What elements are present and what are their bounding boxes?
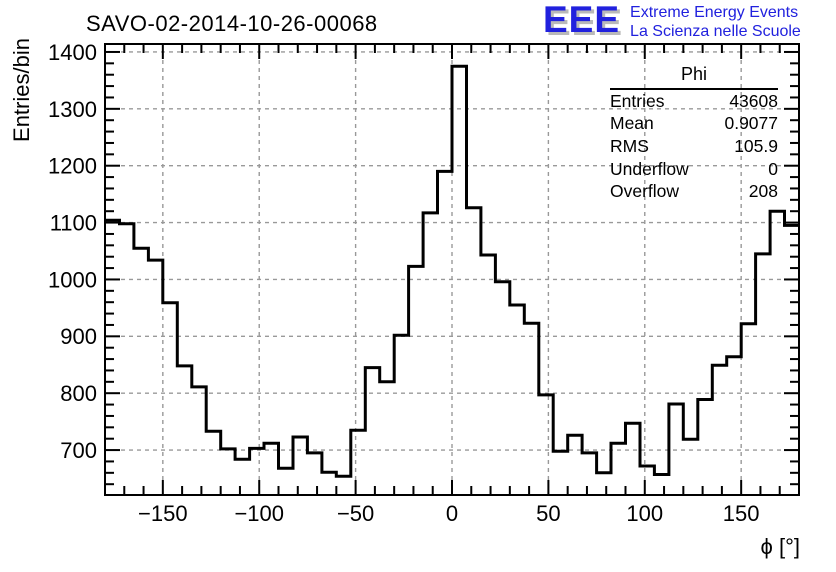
stats-rows: Entries 43608 Mean 0.9077 RMS 105.9 Underflow 0… xyxy=(610,90,778,203)
y-tick-label: 1300 xyxy=(48,97,97,122)
stats-row: Mean 0.9077 xyxy=(610,113,778,136)
y-tick-label: 800 xyxy=(60,381,97,406)
x-tick-label: −50 xyxy=(337,501,374,526)
stats-row-value: 43608 xyxy=(729,90,778,111)
stats-row-value: 105.9 xyxy=(734,135,778,156)
stats-row-label: RMS xyxy=(610,135,649,156)
stats-row-label: Entries xyxy=(610,90,665,111)
x-tick-label: 0 xyxy=(446,501,458,526)
y-axis-title: Entries/bin xyxy=(9,38,34,142)
stats-title: Phi xyxy=(610,64,778,90)
y-tick-label: 700 xyxy=(60,438,97,463)
x-tick-label: 100 xyxy=(626,501,663,526)
stats-row-value: 0 xyxy=(768,158,778,179)
stats-box: Phi Entries 43608 Mean 0.9077 RMS 105.9 Underf… xyxy=(610,64,778,203)
stats-row-label: Underflow xyxy=(610,158,689,179)
eee-logo-acronym: EEE xyxy=(543,0,621,40)
eee-logo-text: Extreme Energy Events La Scienza nelle S… xyxy=(630,3,801,41)
x-tick-label: 50 xyxy=(536,501,560,526)
y-tick-label: 1200 xyxy=(48,154,97,179)
x-tick-label: 150 xyxy=(723,501,760,526)
stats-row: Underflow 0 xyxy=(610,158,778,181)
y-tick-label: 1100 xyxy=(50,211,97,236)
stats-row: Overflow 208 xyxy=(610,180,778,203)
eee-logo-line1: Extreme Energy Events xyxy=(630,4,799,21)
stats-row-value: 0.9077 xyxy=(724,113,778,134)
y-tick-label: 1000 xyxy=(48,267,97,292)
histogram-line xyxy=(105,64,799,478)
stats-row: Entries 43608 xyxy=(610,90,778,113)
x-tick-label: −150 xyxy=(138,501,188,526)
plot-title: SAVO-02-2014-10-26-00068 xyxy=(86,11,378,36)
stats-row: RMS 105.9 xyxy=(610,135,778,158)
x-axis-title: ϕ [°] xyxy=(760,534,800,559)
eee-logo: EEE Extreme Energy Events La Scienza nel… xyxy=(543,1,801,41)
x-tick-label: −100 xyxy=(234,501,284,526)
y-tick-label: 900 xyxy=(60,324,97,349)
stats-row-value: 208 xyxy=(748,181,778,202)
eee-logo-line2: La Scienza nelle Scuole xyxy=(630,23,801,40)
stats-row-label: Mean xyxy=(610,113,654,134)
y-tick-label: 1400 xyxy=(48,40,97,65)
stats-row-label: Overflow xyxy=(610,181,680,202)
